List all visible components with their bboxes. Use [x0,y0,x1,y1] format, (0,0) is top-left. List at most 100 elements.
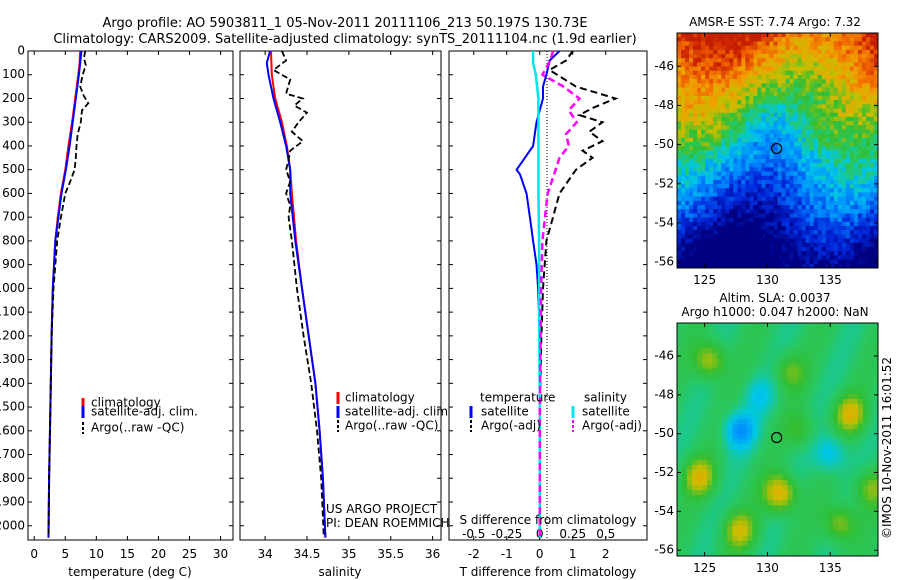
sla-cell [712,525,718,532]
sst-cell [685,163,690,168]
sst-cell [853,171,859,177]
sst-cell [753,217,758,223]
sla-cell [807,510,814,516]
sla-cell [747,535,753,542]
sla-cell [757,464,763,471]
sst-cell [873,242,879,248]
sst-cell [849,226,855,231]
sst-cell [781,95,786,101]
sla-cell [852,404,859,410]
sla-cell [677,550,683,557]
sla-cell [737,469,743,476]
sla-cell [872,480,879,486]
sst-cell [789,238,794,244]
sla-cell [812,424,819,430]
sst-cell [689,66,694,72]
sst-cell [677,66,682,72]
sst-cell [817,167,823,172]
sst-cell [781,74,786,80]
sla-cell [847,540,854,547]
sst-cell [733,146,738,151]
sst-cell [693,192,698,198]
sst-cell [813,217,819,223]
sst-cell [789,70,794,76]
sla-cell [842,353,849,359]
sla-cell [762,439,768,445]
sla-cell [787,505,793,511]
sla-cell [832,515,839,521]
sst-cell [805,251,811,256]
sla-cell [722,368,728,375]
sla-cell [712,398,718,405]
sst-cell [757,100,762,105]
sla-cell [827,505,834,511]
sla-cell [837,515,844,521]
sla-cell [742,540,748,547]
sla-cell [772,469,778,476]
sla-cell [857,419,864,425]
sst-cell [725,87,730,93]
sst-cell [849,234,855,240]
sst-cell [809,41,815,46]
sst-cell [781,217,786,223]
sst-cell [721,247,726,252]
sla-cell [757,383,763,390]
sla-cell [682,348,688,354]
sst-cell [821,242,827,248]
sst-cell [677,53,682,59]
sst-cell [785,137,790,143]
sla-cell [867,348,874,354]
sst-cell [729,167,734,172]
sla-cell [707,393,713,400]
sst-cell [753,167,758,172]
sst-cell [713,62,718,67]
sst-cell [693,217,698,223]
sst-cell [689,163,694,168]
sst-cell [765,79,770,84]
sst-cell [861,125,867,130]
sla-cell [822,540,829,547]
sst-cell [757,142,762,147]
sst-cell [729,255,734,261]
sst-cell [765,62,770,67]
sst-cell [741,242,746,248]
sst-cell [769,49,774,55]
sst-cell [793,247,798,252]
sst-cell [821,53,827,59]
sla-cell [802,490,809,496]
sst-cell [697,205,702,210]
sst-cell [709,234,714,240]
sst-cell [769,137,774,143]
sla-cell [822,348,829,354]
sla-cell [752,343,758,349]
sst-cell [809,100,815,105]
sla-cell [782,454,788,461]
sst-cell [757,45,762,51]
sst-cell [713,230,718,235]
sla-cell [742,368,748,375]
sst-cell [805,226,811,231]
sst-cell [713,242,718,248]
sla-cell [742,424,748,430]
sla-cell [787,323,793,329]
sst-cell [773,217,778,223]
sst-cell [797,179,803,185]
sst-cell [785,45,790,51]
sst-cell [781,116,786,122]
sla-cell [777,409,783,415]
sla-cell [782,495,788,501]
sst-cell [741,175,746,181]
sst-cell [773,37,778,42]
sst-cell [789,58,794,63]
sst-cell [721,45,726,51]
sst-cell [709,188,714,193]
sst-cell [681,163,686,168]
sla-cell [717,338,723,344]
sst-cell [869,171,875,177]
sla-cell [752,530,758,537]
sst-cell [873,91,879,97]
sla-cell [862,414,869,420]
sla-cell [872,459,879,466]
sst-cell [821,192,827,198]
sla-cell [757,535,763,542]
